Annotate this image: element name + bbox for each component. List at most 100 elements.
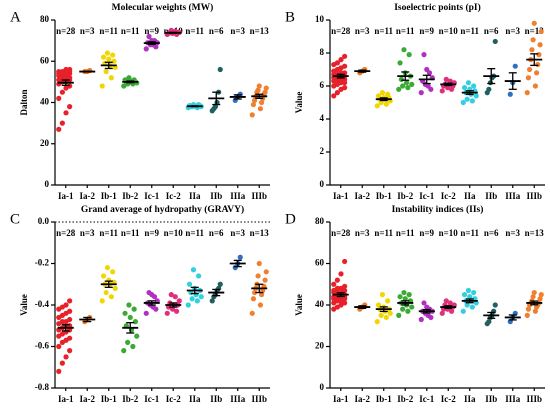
n-label: n=9 — [144, 26, 159, 36]
n-label: n=13 — [250, 228, 270, 238]
data-point — [397, 60, 403, 66]
data-point — [172, 294, 178, 300]
x-tick-label: IIIb — [526, 394, 542, 404]
data-point — [461, 292, 468, 298]
x-tick-label: Ic-2 — [441, 191, 456, 201]
x-tick-label: IIa — [189, 191, 201, 201]
x-tick-label: IIb — [210, 191, 222, 201]
n-label: n=11 — [396, 228, 415, 238]
data-point — [257, 106, 264, 112]
data-point — [121, 348, 127, 354]
x-tick-label: Ia-2 — [80, 394, 96, 404]
y-tick-label: 40 — [40, 97, 50, 107]
x-tick-label: Ib-2 — [122, 394, 139, 404]
data-point — [379, 90, 386, 96]
data-point — [194, 298, 200, 304]
data-point — [263, 85, 269, 91]
n-label: n=10 — [164, 228, 184, 238]
n-label: n=13 — [525, 26, 545, 36]
y-tick-label: 10 — [315, 14, 325, 24]
data-point — [256, 260, 262, 267]
data-point — [67, 298, 73, 304]
x-tick-label: Ic-1 — [419, 394, 434, 404]
data-point — [196, 273, 202, 279]
data-point — [131, 306, 137, 312]
data-point — [383, 314, 389, 321]
data-point — [443, 298, 449, 304]
x-tick-label: Ib-1 — [376, 394, 393, 404]
data-point — [507, 91, 513, 97]
x-tick-label: Ia-1 — [333, 394, 349, 404]
data-point — [164, 310, 170, 316]
data-point — [67, 308, 73, 314]
data-point — [121, 83, 127, 89]
data-point — [63, 66, 69, 73]
x-tick-label: Ic-1 — [419, 191, 434, 201]
data-point — [198, 294, 204, 300]
data-point — [334, 60, 340, 66]
data-point — [146, 33, 152, 40]
data-point — [255, 273, 261, 279]
data-point — [189, 296, 195, 302]
data-point — [418, 90, 424, 96]
x-tick-label: Ib-2 — [397, 191, 414, 201]
data-point — [111, 58, 117, 64]
data-point — [535, 61, 541, 68]
n-label: n=11 — [185, 26, 204, 36]
data-point — [108, 294, 114, 300]
data-point — [56, 126, 62, 132]
data-point — [342, 258, 348, 265]
data-point — [190, 267, 197, 273]
x-tick-label: IIIa — [230, 191, 246, 201]
y-tick-label: 20 — [40, 138, 50, 148]
data-point — [122, 310, 128, 316]
data-point — [379, 292, 386, 298]
data-point — [402, 296, 408, 302]
data-point — [537, 42, 543, 48]
data-point — [530, 294, 536, 300]
n-label: n=3 — [80, 26, 95, 36]
y-tick-label: 0.0 — [38, 216, 50, 226]
data-point — [400, 83, 406, 89]
n-label: n=3 — [80, 228, 95, 238]
y-tick-label: 0 — [320, 179, 325, 189]
n-label: n=10 — [439, 228, 459, 238]
data-point — [397, 294, 403, 300]
data-point — [103, 68, 109, 75]
n-label: n=3 — [230, 26, 245, 36]
data-point — [524, 312, 530, 318]
data-point — [126, 302, 132, 308]
x-tick-label: Ic-2 — [166, 191, 181, 201]
data-point — [104, 50, 111, 56]
data-point — [331, 281, 337, 287]
y-tick-label: -0.4 — [35, 299, 50, 309]
n-label: n=6 — [209, 26, 224, 36]
data-point — [525, 306, 532, 312]
data-point — [186, 281, 193, 287]
x-tick-label: Ia-2 — [355, 394, 371, 404]
data-point — [334, 285, 340, 291]
data-point — [378, 312, 384, 318]
data-point — [465, 287, 472, 294]
data-point — [67, 66, 73, 73]
data-point — [396, 312, 402, 318]
x-tick-label: Ib-1 — [101, 191, 118, 201]
y-tick-label: 2 — [320, 146, 325, 156]
data-point — [492, 38, 498, 45]
y-tick-label: -0.8 — [35, 382, 50, 392]
data-point — [406, 292, 412, 298]
data-point — [125, 339, 131, 345]
y-axis-label: Value — [294, 294, 304, 316]
y-tick-label: 0 — [45, 179, 50, 189]
data-point — [405, 308, 411, 314]
chart-title: Molecular weights (MW) — [112, 2, 214, 13]
x-tick-label: IIa — [464, 394, 476, 404]
data-point — [524, 90, 530, 96]
data-point — [257, 302, 264, 308]
data-point — [67, 335, 73, 341]
x-tick-label: Ia-2 — [80, 191, 96, 201]
data-point — [67, 348, 73, 354]
x-tick-label: IIIa — [505, 191, 521, 201]
data-point — [255, 87, 261, 93]
data-point — [108, 75, 114, 81]
